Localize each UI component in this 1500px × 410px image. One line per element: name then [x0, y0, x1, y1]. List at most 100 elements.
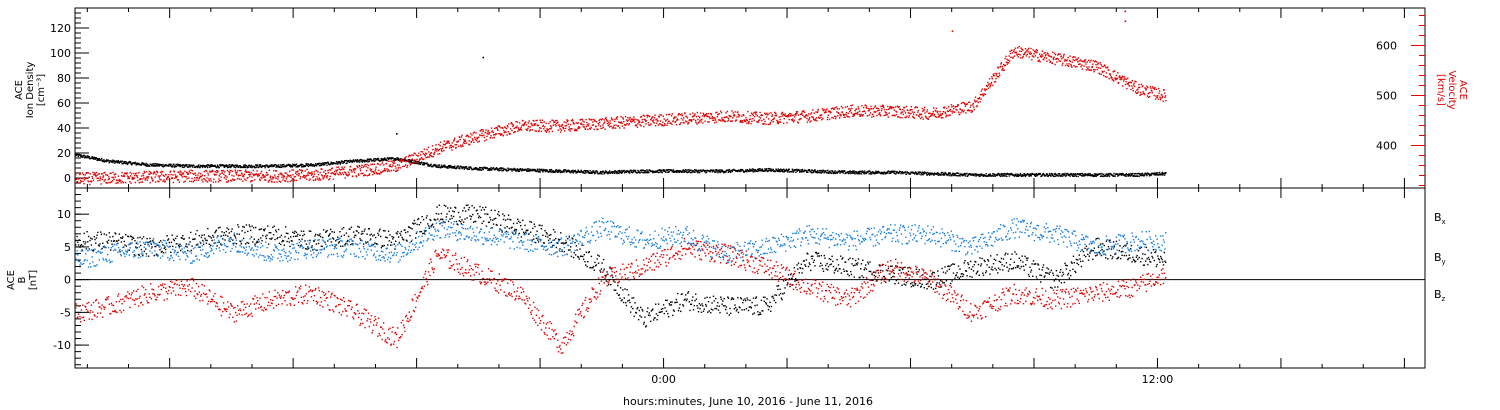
velocity-series-point	[123, 175, 125, 177]
density-series-point	[1020, 174, 1022, 176]
density-series-point	[628, 171, 630, 173]
density-series-point	[573, 171, 575, 173]
velocity-series-point	[432, 155, 435, 158]
density-series-point	[764, 169, 766, 172]
density-series-point	[351, 161, 354, 163]
velocity-series-point	[216, 171, 218, 174]
density-series-point	[394, 158, 396, 160]
density-series-point	[454, 165, 456, 167]
velocity-series-point	[873, 111, 875, 113]
density-series-point	[542, 171, 544, 173]
density-series-point	[275, 164, 277, 166]
density-series-point	[1128, 173, 1131, 175]
velocity-series-point	[79, 173, 81, 175]
velocity-series-point	[606, 120, 608, 122]
density-series-point	[922, 171, 924, 174]
density-series-point	[516, 168, 519, 170]
velocity-series-point	[269, 179, 271, 181]
velocity-series-point	[383, 164, 385, 166]
density-series-point	[85, 155, 87, 157]
velocity-series-point	[815, 117, 818, 119]
velocity-series-point	[1159, 96, 1161, 98]
density-series-point	[697, 169, 699, 172]
density-series-point	[310, 163, 312, 165]
velocity-series-point	[1027, 49, 1029, 51]
velocity-series-point	[973, 106, 975, 108]
velocity-series-point	[935, 110, 937, 112]
velocity-series-point	[201, 179, 203, 181]
velocity-series-point	[110, 181, 113, 183]
density-series-point	[272, 165, 275, 168]
velocity-series-point	[843, 114, 846, 116]
velocity-series-point	[208, 179, 210, 182]
velocity-series-point	[579, 119, 581, 121]
velocity-series-point	[508, 123, 510, 125]
density-series-point	[943, 173, 945, 175]
density-series-point	[235, 166, 237, 169]
velocity-series-point	[120, 175, 123, 177]
velocity-series-point	[505, 128, 508, 130]
density-series-point	[821, 169, 823, 172]
velocity-series-point	[1050, 56, 1053, 58]
velocity-series-point	[798, 114, 800, 116]
density-series-point	[396, 158, 399, 161]
velocity-series-point	[568, 129, 570, 131]
velocity-series-point	[524, 121, 527, 123]
velocity-series-point	[1148, 96, 1150, 98]
density-series-point	[925, 172, 928, 175]
density-series-point	[228, 166, 230, 168]
density-series-point	[995, 173, 997, 176]
density-series-point	[1131, 174, 1133, 177]
velocity-series-point	[718, 119, 720, 121]
velocity-series-point	[808, 118, 810, 120]
velocity-series-point	[610, 117, 613, 119]
velocity-series-point	[618, 121, 620, 124]
density-series-point	[848, 172, 850, 175]
density-series-point	[600, 171, 603, 173]
density-series-point	[809, 169, 811, 171]
velocity-series-point	[380, 171, 383, 173]
density-series-point	[590, 171, 593, 173]
density-series-point	[1122, 173, 1124, 175]
density-series-point	[888, 170, 890, 172]
density-series-point	[742, 170, 744, 172]
velocity-series-point	[419, 154, 422, 156]
density-series-point	[224, 164, 226, 166]
velocity-series-point	[1151, 90, 1153, 92]
velocity-series-point	[672, 120, 674, 122]
velocity-series-point	[384, 168, 386, 170]
density-series-point	[467, 168, 470, 171]
velocity-series-point	[87, 180, 89, 182]
density-series-point	[162, 163, 164, 166]
density-series-point	[589, 170, 591, 172]
velocity-series-point	[721, 118, 724, 121]
velocity-series-point	[94, 172, 96, 174]
density-series-point	[571, 171, 573, 173]
velocity-series-point	[820, 116, 822, 119]
velocity-series-point	[791, 114, 793, 117]
velocity-series-point	[784, 114, 786, 116]
velocity-series-point	[814, 119, 816, 122]
velocity-series-point	[661, 124, 664, 126]
velocity-series-point	[922, 110, 924, 112]
density-series-point	[779, 169, 781, 171]
density-series-point	[244, 164, 246, 166]
velocity-series-point	[487, 129, 489, 132]
density-series-point	[185, 164, 187, 166]
density-series-point	[1103, 173, 1105, 175]
velocity-series-point	[936, 116, 938, 118]
density-series-point	[399, 158, 402, 160]
velocity-series-point	[847, 112, 849, 115]
density-series-point	[905, 173, 908, 175]
velocity-series-point	[664, 124, 666, 126]
velocity-series-point	[463, 140, 465, 142]
velocity-series-point	[788, 114, 790, 116]
velocity-series-point	[875, 107, 878, 109]
density-series-point	[517, 170, 519, 172]
density-series-point	[954, 174, 957, 176]
density-series-point	[767, 170, 769, 173]
velocity-series-point	[1154, 98, 1157, 100]
density-series-point	[181, 166, 184, 168]
density-series-point	[1051, 173, 1053, 175]
